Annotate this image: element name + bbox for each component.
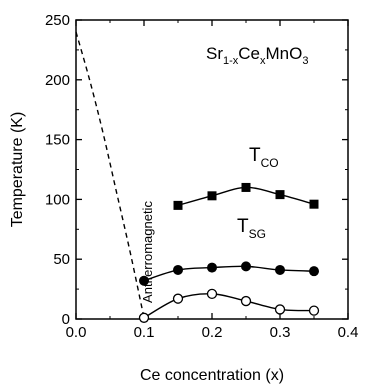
tsg-label: TSG [237, 216, 266, 241]
open-circle-data-point [240, 295, 252, 307]
open-circle-data-point [172, 293, 184, 304]
antiferromagnetic-label: Antiferromagnetic [140, 201, 155, 303]
x-tick-label: 0.1 [134, 324, 155, 341]
open-circle-data-point [206, 288, 218, 300]
tsg-data-point [241, 261, 251, 272]
y-tick-label: 100 [45, 191, 70, 208]
tco-data-point [173, 200, 183, 210]
y-tick-label: 50 [53, 251, 70, 268]
tco-data-point [207, 191, 217, 201]
axis-ticks: 0.0 0.1 0.2 0.3 0.4 0 50 100 150 200 250 [45, 12, 358, 341]
tsg-fit-curve [143, 265, 315, 282]
y-tick-label: 150 [45, 132, 70, 149]
open-circle-data-point [274, 304, 286, 315]
fit-curves [75, 31, 315, 319]
antiferromagnetic-boundary-line [75, 31, 145, 318]
tsg-data-point [173, 264, 183, 275]
tco-data-point [275, 190, 285, 200]
open-circle-data-point [308, 305, 320, 316]
tco-data-point [241, 182, 251, 192]
tco-data-point [309, 199, 319, 209]
y-tick-label: 0 [62, 311, 70, 328]
x-axis-label: Ce concentration (x) [140, 367, 284, 384]
tsg-data-point [309, 266, 319, 277]
x-tick-label: 0.4 [338, 324, 359, 341]
tsg-data-point [275, 264, 285, 275]
y-axis-label: Temperature (K) [9, 112, 26, 228]
data-markers [138, 182, 320, 323]
x-tick-label: 0.0 [66, 324, 87, 341]
tsg-data-point [207, 262, 217, 273]
x-tick-label: 0.3 [270, 324, 291, 341]
y-tick-label: 200 [45, 72, 70, 89]
x-tick-label: 0.2 [202, 324, 223, 341]
formula-annotation: Sr1-xCexMnO3 [206, 44, 308, 67]
tco-label: TCO [249, 145, 279, 170]
open-circle-fit-curve [143, 293, 315, 319]
tsg-data-point [139, 275, 149, 286]
y-tick-label: 250 [45, 12, 70, 29]
open-circle-data-point [138, 312, 150, 323]
